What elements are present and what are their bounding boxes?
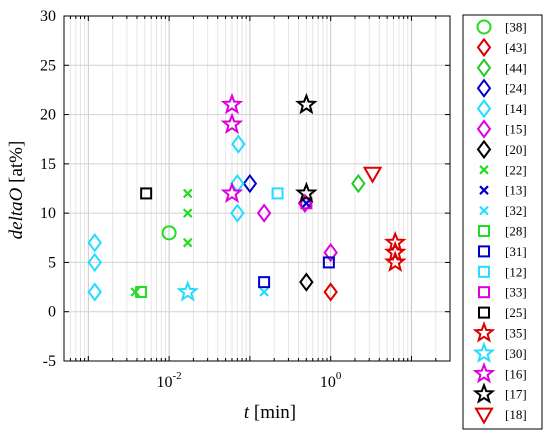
data-point — [362, 166, 383, 184]
legend-label: [17] — [505, 387, 527, 402]
data-point — [182, 237, 193, 248]
legend-marker — [472, 382, 496, 404]
data-point — [299, 272, 314, 292]
legend-label: [22] — [505, 162, 527, 177]
y-tick-label: 5 — [48, 254, 56, 271]
legend-marker — [476, 78, 492, 98]
legend-label: [43] — [505, 40, 527, 55]
legend-marker — [478, 245, 490, 258]
legend-marker — [478, 286, 490, 299]
legend-label: [44] — [505, 60, 527, 75]
legend-label: [20] — [505, 142, 527, 157]
legend-label: [25] — [505, 305, 527, 320]
y-tick-label: 30 — [40, 8, 56, 25]
y-axis-label: deltaO [at%] — [6, 141, 27, 240]
data-point — [271, 187, 284, 200]
y-tick-label: 15 — [40, 156, 56, 173]
legend-marker — [476, 119, 492, 139]
legend-marker — [476, 98, 492, 119]
legend-marker — [476, 58, 492, 78]
data-point — [220, 181, 244, 204]
y-axis-label-var: deltaO — [6, 187, 27, 239]
legend-label: [18] — [505, 407, 527, 422]
legend-marker — [479, 205, 489, 216]
legend-label: [35] — [505, 326, 527, 341]
data-point — [383, 240, 407, 263]
data-point — [230, 173, 245, 194]
data-point — [384, 230, 407, 253]
data-point — [135, 286, 148, 298]
y-tick-label: -5 — [43, 353, 56, 370]
legend: [38] [43] [44] [24] [14] [15] [20] [22] [13] [32]… — [472, 19, 527, 425]
legend-marker — [478, 265, 490, 278]
x-axis-label: t [min] — [244, 402, 296, 423]
data-point — [182, 188, 193, 199]
data-point — [182, 208, 193, 218]
data-point — [383, 250, 407, 273]
data-point — [323, 282, 338, 302]
x-tick-label: 10-2 — [157, 370, 182, 391]
legend-label: [31] — [505, 244, 527, 259]
data-point — [323, 242, 338, 263]
data-point — [87, 282, 102, 302]
data-point — [295, 92, 318, 115]
legend-marker — [479, 185, 489, 195]
plot-area-frame — [63, 15, 451, 362]
legend-label: [30] — [505, 346, 527, 361]
y-tick-label: 20 — [40, 107, 56, 124]
data-point — [351, 173, 366, 194]
data-point — [161, 225, 177, 241]
data-point — [295, 181, 318, 204]
data-point — [231, 134, 246, 154]
x-tick-label: 100 — [320, 370, 342, 391]
legend-label: [16] — [505, 366, 527, 381]
legend-label: [15] — [505, 122, 527, 137]
data-point — [242, 173, 258, 194]
data-point — [140, 187, 153, 200]
legend-marker — [476, 139, 492, 160]
legend-marker — [479, 165, 489, 175]
legend-label: [38] — [505, 20, 527, 35]
data-point — [301, 198, 312, 209]
legend-marker — [476, 37, 492, 58]
data-points — [87, 92, 407, 302]
legend-label: [24] — [505, 81, 527, 96]
legend-marker — [472, 321, 496, 343]
data-point — [230, 203, 245, 223]
legend-marker — [472, 361, 496, 384]
data-point — [220, 112, 244, 135]
y-tick-label: 10 — [40, 205, 56, 222]
x-axis-label-unit: [min] — [254, 402, 296, 423]
data-point — [259, 287, 269, 297]
legend-label: [32] — [505, 203, 527, 218]
legend-marker — [478, 306, 490, 319]
data-point — [258, 276, 271, 289]
legend-marker — [476, 19, 492, 35]
legend-marker — [478, 225, 490, 237]
legend-label: [12] — [505, 264, 527, 279]
legend-label: [28] — [505, 224, 527, 239]
x-axis-label-var: t — [244, 402, 250, 423]
y-tick-label: 25 — [40, 57, 56, 74]
data-point — [322, 256, 335, 269]
data-point — [256, 203, 272, 223]
data-point — [176, 280, 199, 302]
data-point — [220, 92, 244, 115]
data-point — [87, 252, 102, 273]
axis-ticks: -5 0 5 10 15 20 25 30 10-2 100 — [40, 8, 451, 391]
legend-label: [14] — [505, 101, 527, 116]
legend-label: [33] — [505, 285, 527, 300]
legend-marker — [474, 407, 494, 425]
legend-label: [13] — [505, 183, 527, 198]
y-tick-label: 0 — [48, 304, 56, 321]
data-point — [87, 233, 102, 253]
legend-marker — [472, 341, 496, 364]
legend-box — [462, 14, 543, 430]
y-axis-label-unit: [at%] — [6, 141, 27, 183]
